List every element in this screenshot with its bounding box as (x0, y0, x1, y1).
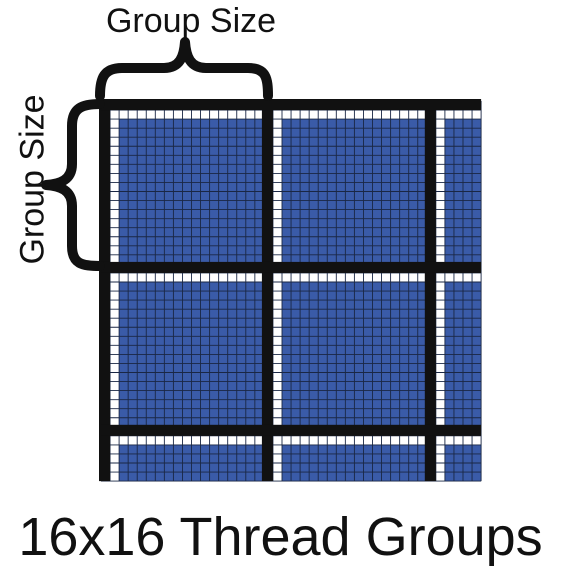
group-boundary-col-1 (261, 101, 273, 482)
group-boundary-col-2 (424, 101, 436, 482)
top-brace-icon (95, 37, 273, 101)
group-size-label-top: Group Size (105, 2, 277, 40)
group-boundary-col-0 (99, 101, 111, 482)
thread-grid (99, 99, 482, 482)
group-size-label-left: Group Size (13, 94, 52, 265)
diagram-caption: 16x16 Thread Groups (18, 507, 543, 567)
group-boundary-row-1 (101, 261, 482, 273)
group-boundary-row-0 (101, 99, 482, 111)
group-boundary-row-2 (101, 424, 482, 436)
left-brace-icon (41, 99, 105, 271)
